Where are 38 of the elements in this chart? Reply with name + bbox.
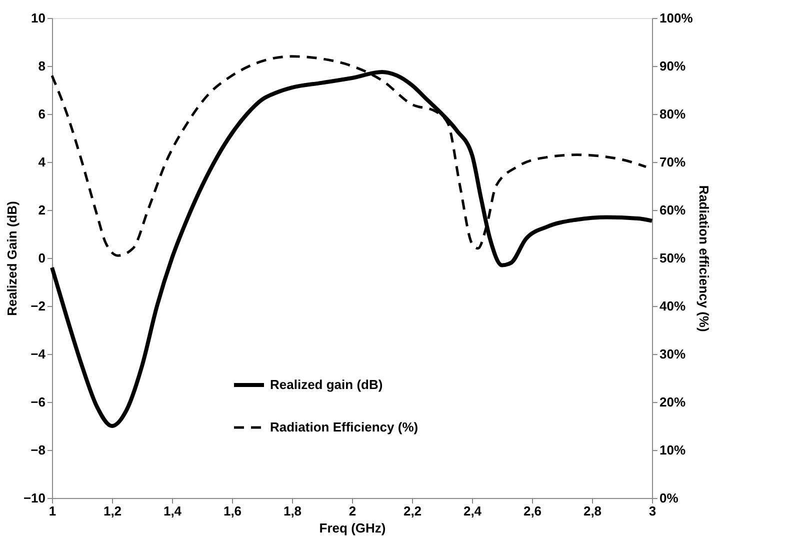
y2-tick-label: 70% bbox=[660, 154, 686, 170]
y2-tick-label: 30% bbox=[660, 346, 686, 362]
y-axis-title: Realized Gain (dB) bbox=[4, 201, 20, 316]
y2-tick-label: 10% bbox=[660, 442, 686, 458]
y-tick-label: 10 bbox=[31, 10, 46, 26]
x-tick-label: 2 bbox=[348, 504, 356, 518]
y-tick-label: 4 bbox=[38, 154, 46, 170]
x-tick-label: 1,4 bbox=[163, 504, 182, 518]
x-tick-label: 2,4 bbox=[463, 504, 482, 518]
y-tick-label: 2 bbox=[38, 202, 46, 218]
y2-tick-label: 60% bbox=[660, 202, 686, 218]
y-tick-label: −6 bbox=[30, 394, 46, 410]
x-tick-label: 1,6 bbox=[223, 504, 242, 518]
y-tick-label: 8 bbox=[38, 58, 46, 74]
y2-tick-label: 50% bbox=[660, 250, 686, 266]
y2-tick-label: 20% bbox=[660, 394, 686, 410]
y2-tick-label: 100% bbox=[660, 10, 694, 26]
x-tick-label: 2,6 bbox=[523, 504, 542, 518]
y2-tick-label: 0% bbox=[660, 490, 679, 506]
x-tick-label: 1,8 bbox=[283, 504, 302, 518]
y2-tick-label: 90% bbox=[660, 58, 686, 74]
legend-label: Radiation Efficiency (%) bbox=[270, 420, 418, 434]
x-axis-title: Freq (GHz) bbox=[319, 520, 386, 536]
y-tick-label: 6 bbox=[38, 106, 46, 122]
legend-label: Realized gain (dB) bbox=[270, 377, 383, 392]
y-tick-label: −8 bbox=[30, 442, 46, 458]
y2-tick-label: 80% bbox=[660, 106, 686, 122]
x-tick-label: 3 bbox=[648, 504, 656, 518]
x-tick-label: 2,8 bbox=[583, 504, 602, 518]
y-tick-label: −4 bbox=[30, 346, 46, 362]
y-tick-label: −10 bbox=[23, 490, 46, 506]
y2-axis-title: Radiation efficiency (%) bbox=[696, 185, 712, 332]
x-tick-label: 1,2 bbox=[103, 504, 122, 518]
x-tick-label: 2,2 bbox=[403, 504, 422, 518]
y-tick-label: 0 bbox=[38, 250, 46, 266]
y2-tick-label: 40% bbox=[660, 298, 686, 314]
x-tick-label: 1 bbox=[48, 504, 56, 518]
y-tick-label: −2 bbox=[30, 298, 46, 314]
